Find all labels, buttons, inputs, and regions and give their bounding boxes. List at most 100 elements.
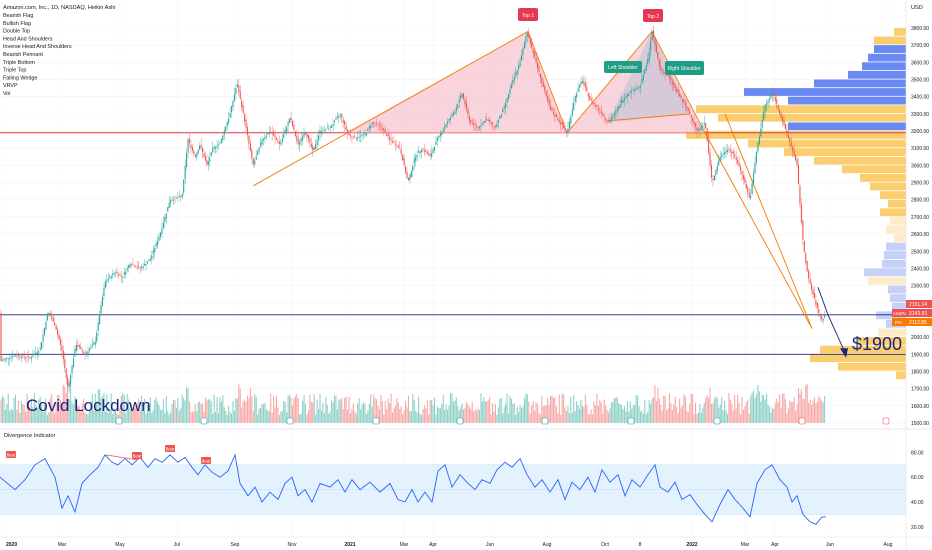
candle-body <box>439 133 441 136</box>
volume-bar <box>293 398 295 423</box>
pattern-trendline[interactable] <box>724 113 813 329</box>
price-tick-label: 3600.00 <box>911 60 929 66</box>
bear-marker-text: Bear <box>133 454 142 459</box>
volume-bar <box>43 404 46 423</box>
left-shoulder-label[interactable]: Left Shoulder <box>604 61 642 73</box>
earnings-marker[interactable] <box>882 417 890 425</box>
earnings-marker[interactable] <box>627 417 635 425</box>
candle-body <box>574 95 576 102</box>
volume-bar <box>133 407 135 423</box>
target-arrow[interactable] <box>817 287 846 353</box>
volume-bar <box>119 408 121 423</box>
candle-body <box>14 355 17 357</box>
candle-body <box>435 141 437 145</box>
right-shoulder-label[interactable]: Right Shoulder <box>665 61 704 75</box>
volume-bar <box>297 398 299 423</box>
earnings-marker[interactable] <box>798 417 806 425</box>
candle-body <box>355 138 357 140</box>
indicator-legend-item[interactable]: VRVP <box>3 83 18 89</box>
bear-divergence-marker[interactable]: Bear <box>165 445 175 452</box>
candle-body <box>347 129 349 134</box>
volume-bar <box>51 394 53 423</box>
candle-body <box>380 125 382 128</box>
volume-bar <box>142 410 144 423</box>
indicator-legend-item[interactable]: Bullish Flag <box>3 21 31 27</box>
volume-bar <box>238 383 240 423</box>
pattern-trendline[interactable] <box>704 132 813 329</box>
bear-divergence-marker[interactable]: Bear <box>132 452 142 459</box>
candle-body <box>681 98 684 102</box>
indicator-legend-item[interactable]: Vol <box>3 91 11 97</box>
candle-body <box>725 151 727 154</box>
candle-body <box>808 270 810 279</box>
indicator-legend-item[interactable]: Triple Top <box>3 68 26 74</box>
earnings-marker[interactable] <box>115 417 123 425</box>
volume-bar <box>818 395 820 423</box>
candle-body <box>154 248 156 253</box>
volume-bar <box>215 412 217 423</box>
pattern-trendline[interactable] <box>252 31 529 187</box>
candle-body <box>368 126 370 129</box>
bear-divergence-marker[interactable]: Bear <box>201 457 211 464</box>
covid-lockdown-label: Covid Lockdown <box>26 396 151 415</box>
candle-body <box>528 33 530 39</box>
volume-bar <box>209 399 211 423</box>
bear-divergence-marker[interactable]: Bear <box>6 451 16 458</box>
indicator-legend-item[interactable]: Bearish Pennant <box>3 52 43 58</box>
volume-bar <box>313 394 315 423</box>
pattern-trendline[interactable] <box>566 31 653 134</box>
top2-label[interactable]: Top 2 <box>643 9 663 22</box>
earnings-marker[interactable] <box>713 417 721 425</box>
candle-body <box>164 217 166 223</box>
candle-body <box>367 128 369 131</box>
candle-body <box>296 135 298 141</box>
volume-bar <box>608 412 610 423</box>
indicator-legend-item[interactable]: Inverse Head And Shoulders <box>3 44 72 50</box>
candle-body <box>86 352 88 355</box>
indicator-legend-item[interactable]: Falling Wedge <box>3 75 37 81</box>
indicator-legend-item[interactable]: Double Top <box>3 29 30 35</box>
volume-bar <box>487 399 489 423</box>
earnings-marker[interactable] <box>541 417 549 425</box>
volume-bar <box>71 401 73 423</box>
volume-bar <box>536 404 539 423</box>
volume-profile-row <box>874 45 906 53</box>
candle-body <box>442 129 444 133</box>
volume-bar <box>13 397 15 423</box>
candle-body <box>84 352 86 355</box>
volume-bar <box>761 394 763 423</box>
pattern-trendline[interactable] <box>651 31 706 133</box>
earnings-marker[interactable] <box>372 417 380 425</box>
candle-body <box>304 133 307 135</box>
volume-bar <box>104 411 106 423</box>
volume-bar <box>347 409 349 423</box>
candle-body <box>451 114 453 117</box>
volume-bar <box>16 409 18 423</box>
earnings-marker[interactable] <box>286 417 294 425</box>
candle-body <box>181 194 183 197</box>
indicator-legend-item[interactable]: Triple Bottom <box>3 60 35 66</box>
volume-bar <box>470 408 472 423</box>
candle-body <box>432 149 434 153</box>
volume-bar <box>412 393 414 423</box>
candle-body <box>703 122 705 124</box>
top1-label[interactable]: Top 1 <box>518 8 538 21</box>
volume-bar <box>235 398 237 423</box>
candle-body <box>261 140 263 145</box>
pattern-trendline[interactable] <box>527 31 568 133</box>
candle-body <box>589 96 591 100</box>
volume-bar <box>268 411 270 423</box>
indicator-legend-item[interactable]: Bearish Flag <box>3 13 33 19</box>
candle-body <box>87 351 89 354</box>
volume-bar <box>622 409 624 423</box>
volume-bar <box>110 393 112 423</box>
candle-body <box>619 104 621 108</box>
earnings-marker[interactable] <box>200 417 208 425</box>
earnings-marker[interactable] <box>456 417 464 425</box>
candle-body <box>696 127 698 132</box>
pattern-trendline[interactable] <box>607 113 691 122</box>
candle-body <box>818 309 820 314</box>
candle-body <box>618 106 620 109</box>
volume-bar <box>423 405 425 423</box>
indicator-legend-item[interactable]: Head And Shoulders <box>3 36 53 42</box>
